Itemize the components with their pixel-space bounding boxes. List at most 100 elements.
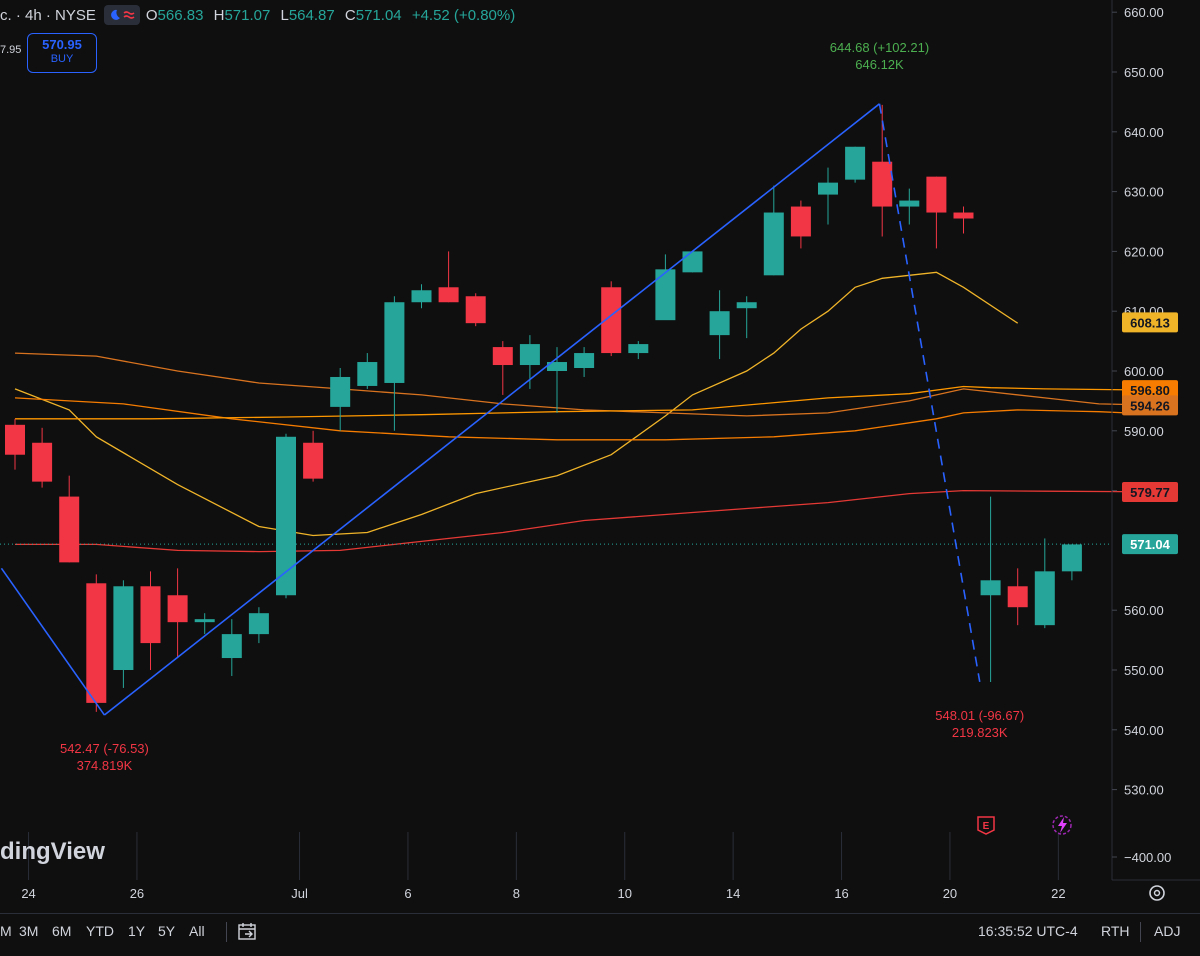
cut-off-value: 7.95: [0, 44, 22, 56]
range-6m[interactable]: 6M: [52, 923, 72, 939]
low-value: 564.87: [288, 6, 335, 24]
high-label: H: [213, 6, 225, 24]
candle-body: [1061, 544, 1082, 572]
candle-body: [465, 296, 486, 324]
candle-body: [438, 287, 459, 303]
y-tick-label: 650.00: [1124, 65, 1164, 80]
open-label: O: [145, 6, 158, 24]
y-tick-label: 640.00: [1124, 125, 1164, 140]
candle-body: [32, 442, 53, 482]
buy-button[interactable]: 570.95 BUY: [27, 33, 97, 73]
zigzag-price-annotation: 542.47 (-76.53): [60, 741, 149, 756]
earnings-icon[interactable]: E: [976, 815, 996, 835]
zigzag-price-annotation: 644.68 (+102.21): [830, 40, 929, 55]
candle-body: [194, 619, 215, 623]
candle-body: [276, 436, 296, 596]
wave-icon: [123, 11, 135, 19]
candle-body: [818, 182, 838, 195]
candle-body: [872, 161, 893, 207]
candle-body: [899, 200, 920, 207]
x-tick-label-Jul: Jul: [291, 886, 308, 901]
toolbar-divider: [226, 922, 227, 942]
buy-price: 570.95: [42, 37, 82, 52]
y-tick-label: 660.00: [1124, 5, 1164, 20]
ohlc-values: O566.83 H571.07 L564.87 C571.04 +4.52 (+…: [146, 7, 521, 24]
market-status-badge[interactable]: [103, 5, 140, 25]
change-value: +4.52 (+0.80%): [411, 6, 516, 24]
zigzag-volume-annotation: 374.819K: [77, 758, 133, 773]
zigzag-volume-annotation: 219.823K: [952, 725, 1008, 740]
moon-icon: [110, 9, 120, 20]
session-toggle[interactable]: RTH: [1101, 923, 1130, 939]
moving-average-line-2: [14, 352, 1154, 417]
candle-body: [763, 212, 784, 276]
range-3m[interactable]: 3M: [19, 923, 39, 939]
candle-body: [492, 347, 513, 366]
y-tick-label: 560.00: [1124, 603, 1164, 618]
y-tick-label: 530.00: [1124, 783, 1164, 798]
candle-body: [248, 613, 269, 635]
candle-body: [221, 634, 242, 659]
y-tick-label: 590.00: [1124, 424, 1164, 439]
candle-body: [303, 442, 324, 479]
bottom-toolbar: M 3M 6M YTD 1Y 5Y All 16:35:52 UTC-4 RTH…: [0, 913, 1200, 952]
candle-body: [601, 287, 622, 354]
plot-area: 542.47 (-76.53) 374.819K 644.68 (+102.21) 6…: [0, 40, 1154, 773]
low-label: L: [280, 6, 289, 24]
moving-average-line-3: [15, 385, 1154, 420]
x-tick-label-6: 6: [404, 886, 411, 901]
candle-body: [330, 376, 351, 407]
candle-body: [980, 580, 1001, 596]
range-ytd[interactable]: YTD: [86, 923, 114, 939]
candle-body: [5, 424, 25, 455]
y-tick-label: 620.00: [1124, 244, 1164, 259]
range-1m[interactable]: M: [0, 923, 12, 939]
close-label: C: [344, 6, 356, 24]
x-tick-label-14: 14: [726, 886, 740, 901]
candle-body: [953, 212, 974, 219]
series-last-badge-1-bg: [1122, 380, 1178, 401]
zigzag-price-annotation: 548.01 (-96.67): [935, 708, 1024, 723]
symbol-info[interactable]: c. · 4h · NYSE: [0, 6, 96, 24]
candle-body: [736, 302, 757, 309]
candle-body: [682, 251, 703, 273]
clock-time[interactable]: 16:35:52 UTC-4: [978, 923, 1078, 939]
high-value: 571.07: [224, 6, 271, 24]
volume-tick-label: −400.00: [1124, 850, 1171, 865]
range-1y[interactable]: 1Y: [128, 923, 146, 939]
candle-body: [547, 362, 567, 371]
x-tick-label-24: 24: [21, 886, 35, 901]
y-tick-label: 550.00: [1124, 663, 1164, 678]
series-last-badge-1: 596.80: [1130, 383, 1170, 398]
candle-body: [113, 586, 134, 670]
bolt-icon[interactable]: [1048, 813, 1078, 837]
calendar-goto-icon[interactable]: [236, 920, 258, 945]
range-5y[interactable]: 5Y: [158, 923, 176, 939]
x-tick-label-26: 26: [130, 886, 144, 901]
tradingview-logo: dingView: [0, 838, 105, 865]
candle-body: [655, 269, 676, 321]
candle-body: [167, 595, 188, 623]
candle-body: [59, 496, 80, 563]
y-tick-label: 540.00: [1124, 723, 1164, 738]
x-tick-label-22: 22: [1051, 886, 1065, 901]
range-all[interactable]: All: [189, 923, 205, 939]
open-value: 566.83: [157, 6, 204, 24]
last-price-badge: 571.04: [1130, 537, 1171, 552]
candle-body: [384, 302, 405, 383]
candle-body: [357, 362, 378, 386]
buy-label: BUY: [50, 53, 74, 65]
zigzag-volume-annotation: 646.12K: [855, 57, 904, 72]
candle-body: [709, 311, 730, 336]
adjust-toggle[interactable]: ADJ: [1154, 923, 1181, 939]
candle-body: [86, 583, 107, 703]
candle-body: [926, 176, 947, 213]
y-tick-label: 630.00: [1124, 185, 1164, 200]
y-tick-label: 600.00: [1124, 364, 1164, 379]
toolbar-divider-2: [1140, 922, 1141, 942]
legend-header: c. · 4h · NYSE O566.83 H571.07 L564.87 C…: [0, 0, 521, 30]
zigzag-segment: [103, 103, 880, 716]
candle-body: [574, 353, 595, 369]
